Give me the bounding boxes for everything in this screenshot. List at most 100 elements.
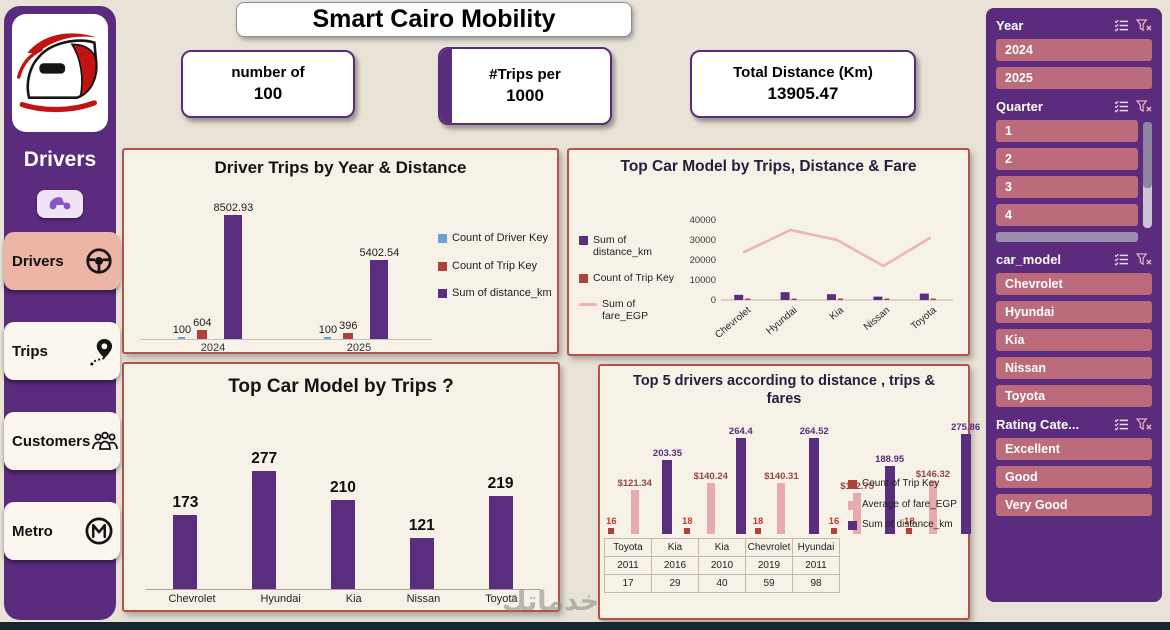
bar-sum-of-distance-km[interactable] — [919, 293, 929, 300]
bar-count-of-trip-key[interactable] — [884, 298, 890, 301]
y-tick-label: 30000 — [690, 235, 716, 246]
sidebar-nav: Drivers Trips Customers Metro — [4, 232, 120, 560]
sidebar-item-drivers[interactable]: Drivers — [4, 232, 120, 290]
filter-pane: Year 2024 2025 Quarter 1 2 3 4 car_model Chevrole… — [986, 8, 1162, 602]
bar-count-of-trip-key[interactable] — [197, 330, 208, 339]
car-model-trips-chart: 173 277 210 121 219 — [146, 416, 540, 590]
bar-trips[interactable] — [906, 527, 913, 534]
bar-count-of-driver-key[interactable] — [178, 337, 186, 339]
slicer-option-2[interactable]: 2 — [996, 148, 1138, 170]
legend-item: Sum of distance_km — [438, 287, 556, 300]
clear-filter-icon[interactable] — [1136, 19, 1152, 32]
kpi-label: Total Distance (Km) — [733, 64, 873, 81]
bar-count-of-trip-key[interactable] — [930, 298, 936, 301]
bar-fare[interactable] — [928, 481, 937, 534]
sidebar-item-metro[interactable]: Metro — [4, 502, 120, 560]
axis-row-driver: 17 29 40 59 98 — [604, 574, 840, 593]
sidebar-item-label: Drivers — [12, 252, 64, 270]
x-axis-label: Kia — [345, 593, 362, 605]
bar-distance[interactable] — [884, 465, 895, 534]
bar-trips[interactable] — [684, 527, 691, 534]
kpi-total-distance: Total Distance (Km) 13905.47 — [690, 50, 916, 118]
route-pin-icon — [89, 337, 114, 366]
bar-count-of-driver-key[interactable] — [324, 337, 332, 339]
clear-filter-icon[interactable] — [1136, 100, 1152, 113]
bar-distance[interactable] — [735, 438, 746, 534]
bar-sum-of-distance-km[interactable] — [873, 296, 883, 300]
chart-legend: Sum of distance_km Count of Trip Key Sum o… — [579, 234, 679, 336]
select-all-icon[interactable] — [1114, 418, 1129, 431]
x-axis: Chevrolet Hyundai Kia Nissan Toyota — [146, 593, 540, 605]
slicer-option-4[interactable]: 4 — [996, 204, 1138, 226]
sidebar-item-trips[interactable]: Trips — [4, 322, 120, 380]
bar-hyundai[interactable] — [252, 471, 277, 589]
axis-cell: Chevrolet — [745, 538, 793, 557]
bar-fare[interactable] — [853, 493, 862, 534]
bar-chevrolet[interactable] — [173, 515, 198, 589]
slicer-option-toyota[interactable]: Toyota — [996, 385, 1152, 407]
scooter-button[interactable] — [37, 190, 83, 218]
scrollbar[interactable] — [1143, 122, 1152, 228]
chart-title: Top Car Model by Trips ? — [228, 376, 454, 397]
axis-row-year: 2011 2016 2010 2019 2011 — [604, 556, 840, 575]
bar-count-of-trip-key[interactable] — [343, 333, 354, 339]
x-axis-label: Nissan — [406, 593, 441, 605]
bar-fare[interactable] — [630, 490, 639, 534]
slicer-option-1[interactable]: 1 — [996, 120, 1138, 142]
x-axis-label: Chevrolet — [168, 593, 216, 605]
bar-sum-of-distance-km[interactable] — [780, 292, 790, 300]
slicer-option-very-good[interactable]: Very Good — [996, 494, 1152, 516]
bar-trips[interactable] — [608, 528, 615, 534]
bar-value-label: 203.35 — [652, 448, 682, 460]
bar-value-label: $140.24 — [693, 471, 728, 483]
bar-value-label: 18 — [752, 515, 764, 527]
bar-toyota[interactable] — [488, 495, 513, 589]
bar-sum-of-distance-km[interactable] — [370, 260, 389, 339]
bar-sum-of-distance-km[interactable] — [224, 215, 243, 339]
bar-value-label: 277 — [251, 450, 278, 467]
bar-distance[interactable] — [960, 434, 971, 534]
chart-title: Top 5 drivers according to distance , tr… — [633, 373, 935, 408]
slicer-option-hyundai[interactable]: Hyundai — [996, 301, 1152, 323]
axis-cell: Kia — [651, 538, 699, 557]
bar-sum-of-distance-km[interactable] — [827, 294, 836, 300]
slicer-option-excellent[interactable]: Excellent — [996, 438, 1152, 460]
sidebar-item-label: Trips — [12, 342, 48, 360]
slicer-option-partial[interactable] — [996, 232, 1138, 242]
bar-count-of-trip-key[interactable] — [791, 298, 797, 301]
sidebar-item-customers[interactable]: Customers — [4, 412, 120, 470]
select-all-icon[interactable] — [1114, 253, 1129, 266]
panel-top5-drivers: Top 5 drivers according to distance , tr… — [598, 364, 980, 620]
bar-count-of-trip-key[interactable] — [745, 298, 751, 301]
driver-group-kia-29: 18 $140.24 264.4 — [682, 426, 753, 534]
x-axis-label: Chevrolet — [713, 305, 753, 341]
slicer-option-chevrolet[interactable]: Chevrolet — [996, 273, 1152, 295]
fare-line[interactable] — [742, 228, 932, 268]
bar-kia[interactable] — [330, 499, 355, 589]
x-axis: 2024 2025 — [140, 342, 432, 354]
clear-filter-icon[interactable] — [1136, 253, 1152, 266]
slicer-option-good[interactable]: Good — [996, 466, 1152, 488]
bar-count-of-trip-key[interactable] — [838, 298, 843, 301]
clear-filter-icon[interactable] — [1136, 418, 1152, 431]
slicer-option-kia[interactable]: Kia — [996, 329, 1152, 351]
slicer-option-nissan[interactable]: Nissan — [996, 357, 1152, 379]
bar-trips[interactable] — [754, 527, 761, 534]
bar-trips[interactable] — [830, 528, 837, 534]
slicer-option-2025[interactable]: 2025 — [996, 67, 1152, 89]
select-all-icon[interactable] — [1114, 19, 1129, 32]
axis-cell: 2010 — [698, 556, 746, 575]
bar-value-label: 173 — [172, 494, 199, 512]
bar-fare[interactable] — [706, 483, 715, 534]
bar-value-label: $146.32 — [915, 469, 951, 480]
scrollbar-thumb[interactable] — [1143, 122, 1152, 188]
bar-distance[interactable] — [809, 438, 820, 534]
bar-nissan[interactable] — [409, 537, 434, 589]
bar-distance[interactable] — [662, 460, 673, 534]
driver-group-chevrolet-59: 16 $112.75 188.95 — [829, 454, 904, 534]
slicer-option-2024[interactable]: 2024 — [996, 39, 1152, 61]
select-all-icon[interactable] — [1114, 100, 1129, 113]
bar-sum-of-distance-km[interactable] — [734, 294, 744, 300]
bar-fare[interactable] — [777, 483, 786, 534]
slicer-option-3[interactable]: 3 — [996, 176, 1138, 198]
